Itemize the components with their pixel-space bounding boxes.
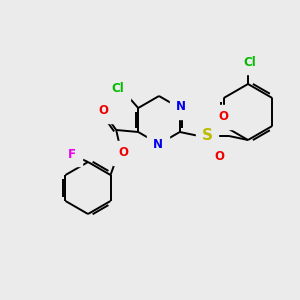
Text: Cl: Cl: [112, 82, 124, 94]
Text: N: N: [176, 100, 186, 113]
Text: O: O: [218, 110, 228, 124]
Text: Cl: Cl: [244, 56, 256, 68]
Text: N: N: [153, 139, 163, 152]
Text: S: S: [202, 128, 212, 143]
Text: O: O: [214, 151, 224, 164]
Text: O: O: [98, 104, 108, 118]
Text: F: F: [68, 148, 76, 160]
Text: O: O: [118, 146, 128, 160]
